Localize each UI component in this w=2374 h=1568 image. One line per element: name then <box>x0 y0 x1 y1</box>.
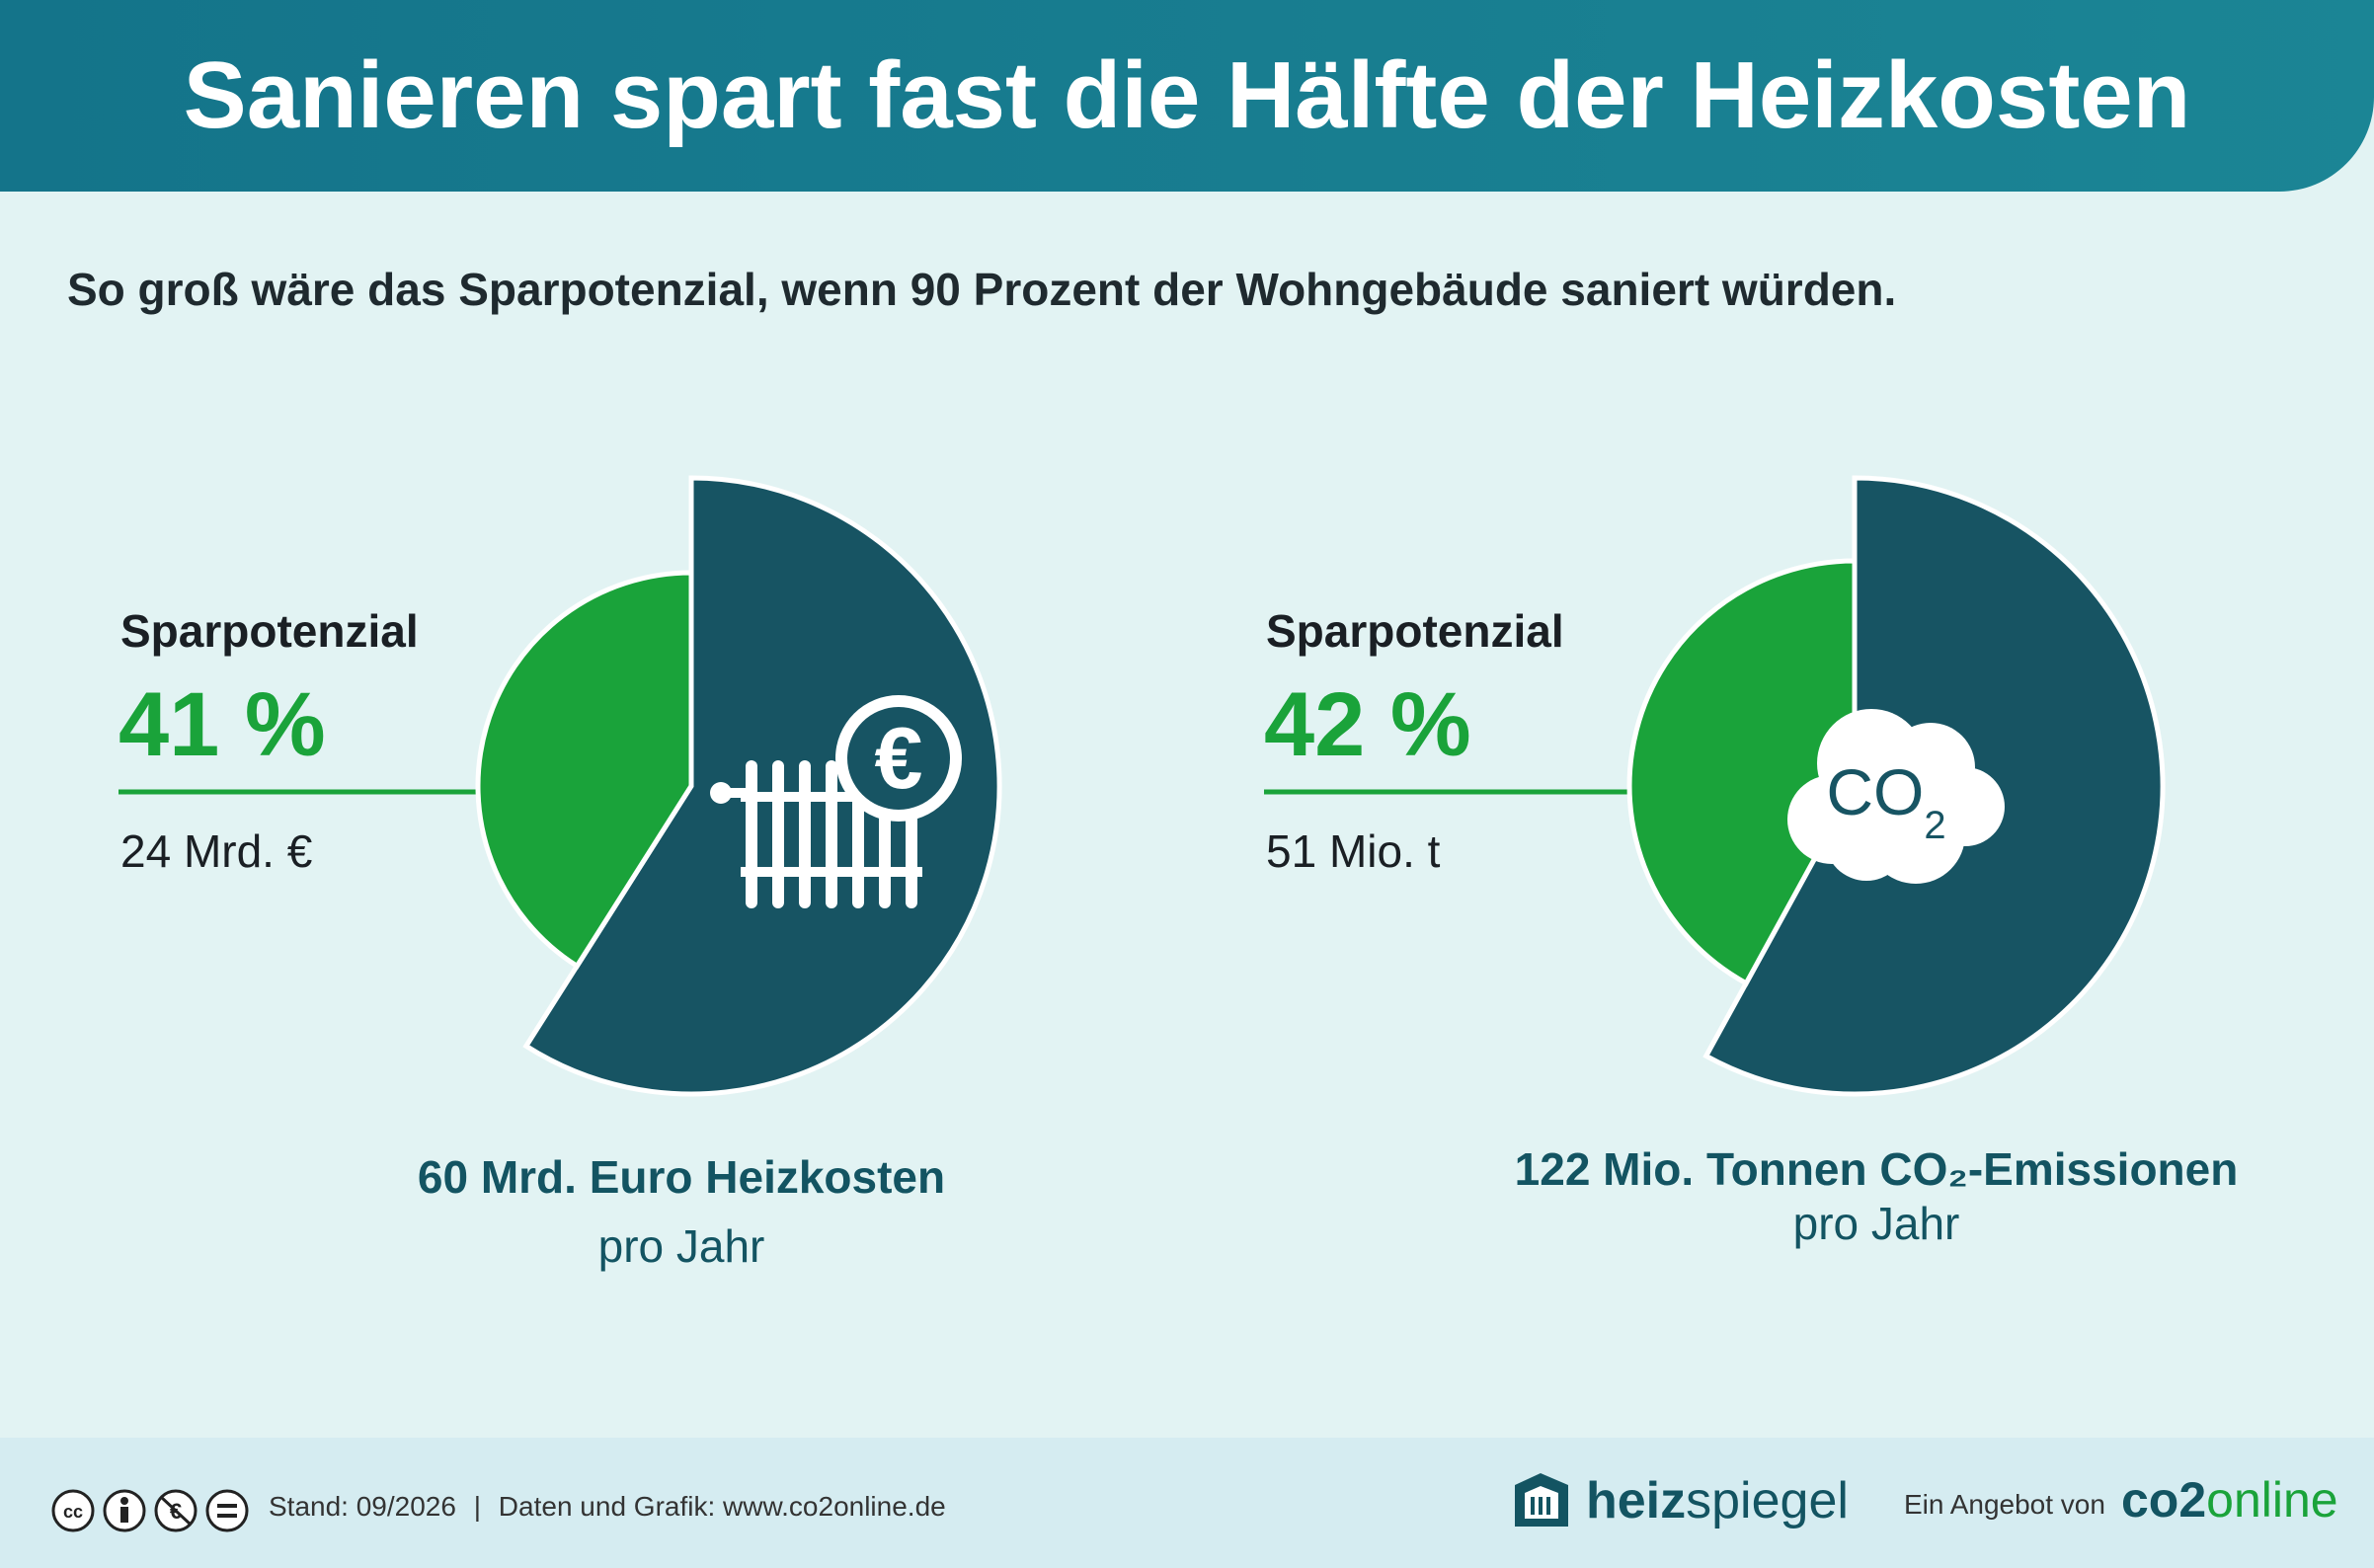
heizspiegel-logo-icon <box>1515 1473 1568 1527</box>
chart-1-value: 24 Mrd. € <box>120 825 313 877</box>
chart-1: € <box>119 475 1002 1097</box>
chart-1-total-sub: pro Jahr <box>597 1220 765 1272</box>
source-link[interactable]: Daten und Grafik: www.co2online.de <box>498 1491 946 1522</box>
slice-savings-1 <box>475 570 694 970</box>
cc-icon: cc <box>51 1489 95 1532</box>
footer-source: Stand: 09/2026 | Daten und Grafik: www.c… <box>269 1491 946 1523</box>
footer <box>0 1438 2374 1568</box>
angebot-text: Ein Angebot von <box>1904 1489 2105 1520</box>
co2-cloud-icon: CO2 <box>1787 709 2005 884</box>
svg-text:cc: cc <box>63 1502 83 1522</box>
chart-2-total-sub: pro Jahr <box>1792 1198 1960 1249</box>
chart-2-percent: 42 % <box>1264 674 1471 775</box>
chart-1-total: 60 Mrd. Euro Heizkosten <box>417 1151 946 1203</box>
chart-area: € CO2 <box>119 475 2166 1097</box>
heizspiegel-brand[interactable]: heizspiegel <box>1586 1472 1849 1529</box>
separator: | <box>473 1491 482 1522</box>
chart-2-total: 122 Mio. Tonnen CO₂-Emissionen <box>1514 1143 2239 1195</box>
header-bar <box>0 0 2374 192</box>
slice-remaining-1 <box>522 475 1002 1097</box>
svg-text:CO2: CO2 <box>1826 755 1945 847</box>
radiator-euro-icon: € <box>710 695 962 908</box>
slice-savings-2 <box>1626 558 1858 987</box>
chart-2-heading: Sparpotenzial <box>1266 605 1564 657</box>
chart-1-heading: Sparpotenzial <box>120 605 419 657</box>
chart-2-value: 51 Mio. t <box>1266 825 1441 877</box>
chart-1-percent: 41 % <box>119 674 326 775</box>
nd-icon <box>205 1489 249 1532</box>
stand-text: Stand: 09/2026 <box>269 1491 456 1522</box>
license-icons: cc € <box>51 1489 249 1532</box>
subtitle: So groß wäre das Sparpotenzial, wenn 90 … <box>67 264 1897 315</box>
by-icon <box>103 1489 146 1532</box>
page-title: Sanieren spart fast die Hälfte der Heizk… <box>183 42 2191 148</box>
chart-2: CO2 <box>1264 475 2166 1097</box>
nc-eu-icon: € <box>154 1489 198 1532</box>
co2online-brand[interactable]: co2online <box>2121 1472 2338 1528</box>
svg-text:€: € <box>875 709 923 807</box>
